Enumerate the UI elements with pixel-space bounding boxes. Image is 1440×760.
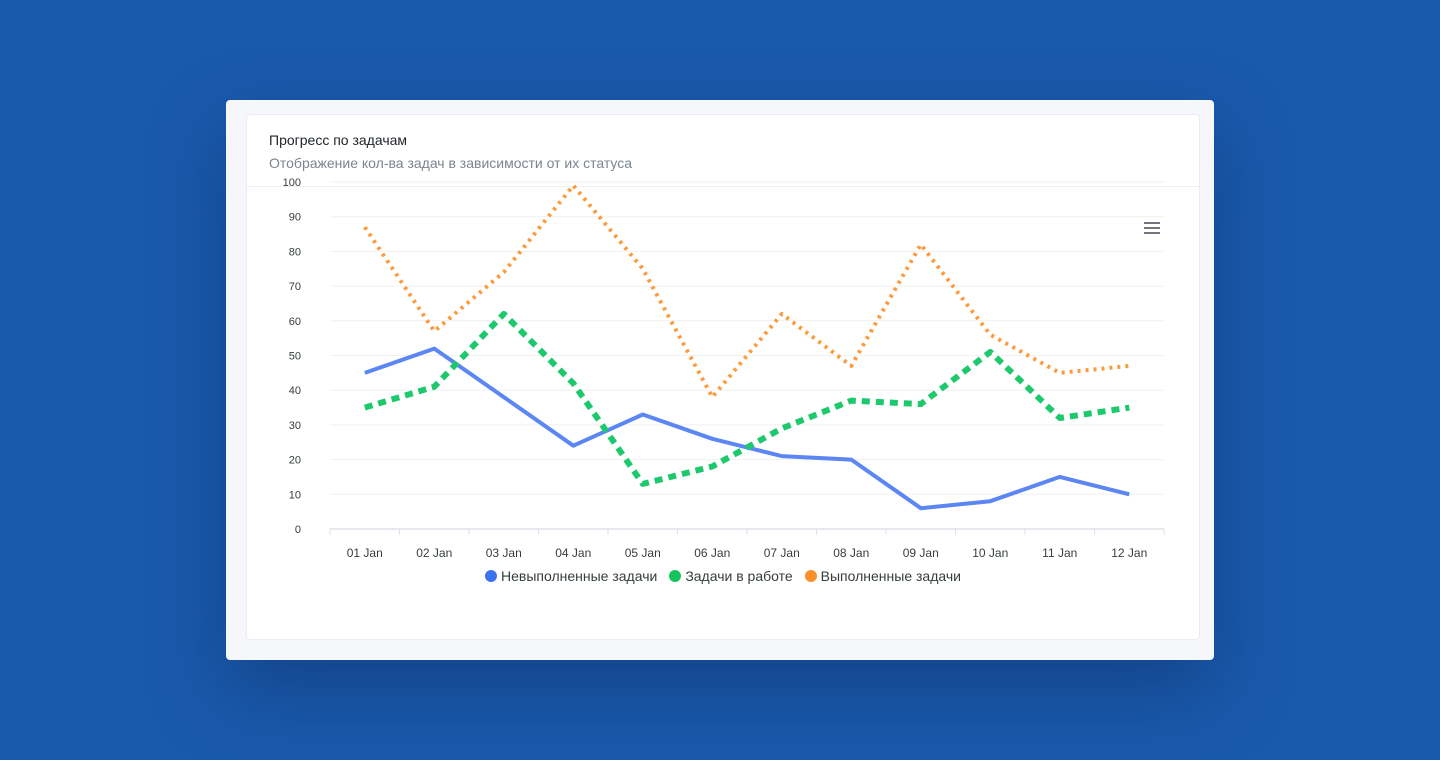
card-title: Прогресс по задачам: [269, 132, 408, 148]
y-tick-label: 80: [289, 246, 301, 258]
y-tick-label: 20: [289, 455, 301, 467]
y-tick-label: 70: [289, 281, 301, 293]
x-tick-label: 10 Jan: [972, 546, 1008, 560]
x-tick-label: 04 Jan: [555, 546, 591, 560]
y-tick-label: 30: [289, 420, 301, 432]
y-tick-label: 100: [283, 177, 301, 189]
x-tick-label: 02 Jan: [416, 546, 452, 560]
card-subtitle: Отображение кол-ва задач в зависимости о…: [269, 155, 633, 171]
card-header: Прогресс по задачам Отображение кол-ва з…: [247, 115, 1199, 187]
panel-frame: Прогресс по задачам Отображение кол-ва з…: [226, 100, 1214, 660]
x-tick-label: 07 Jan: [764, 546, 800, 560]
x-tick-label: 11 Jan: [1042, 546, 1077, 560]
hamburger-menu-icon[interactable]: [1142, 219, 1162, 239]
legend-item-1[interactable]: Задачи в работе: [669, 568, 793, 584]
legend-label: Выполненные задачи: [820, 568, 961, 584]
y-tick-label: 0: [295, 524, 301, 536]
legend-marker-icon: [669, 570, 682, 582]
legend-item-0[interactable]: Невыполненные задачи: [485, 568, 657, 584]
x-tick-label: 06 Jan: [694, 546, 730, 560]
series-line-1: [363, 310, 1130, 487]
y-tick-label: 60: [289, 316, 301, 328]
y-tick-label: 10: [289, 489, 301, 501]
y-tick-label: 40: [289, 385, 301, 397]
x-tick-label: 03 Jan: [486, 546, 522, 560]
series-line-0: [364, 346, 1130, 511]
x-tick-label: 01 Jan: [347, 546, 383, 560]
legend-marker-icon: [485, 570, 497, 582]
line-chart: 0 10 20 30 40 50 60 70 80 90 100 01 Jan 02 Jan 03 Jan…: [283, 177, 1165, 560]
legend-label: Задачи в работе: [685, 568, 793, 584]
legend-item-2[interactable]: Выполненные задачи: [804, 568, 961, 584]
legend-label: Невыполненные задачи: [501, 568, 658, 584]
y-tick-label: 90: [289, 212, 301, 224]
chart-legend: Невыполненные задачи Задачи в работе Вып…: [247, 568, 1199, 584]
x-tick-label: 08 Jan: [833, 546, 869, 560]
y-tick-label: 50: [289, 351, 301, 363]
x-tick-label: 12 Jan: [1111, 546, 1147, 560]
chart-card: Прогресс по задачам Отображение кол-ва з…: [246, 114, 1200, 640]
x-tick-label: 09 Jan: [903, 546, 939, 560]
series-line-2: [363, 183, 1130, 400]
legend-marker-icon: [804, 570, 817, 582]
x-tick-label: 05 Jan: [625, 546, 661, 560]
